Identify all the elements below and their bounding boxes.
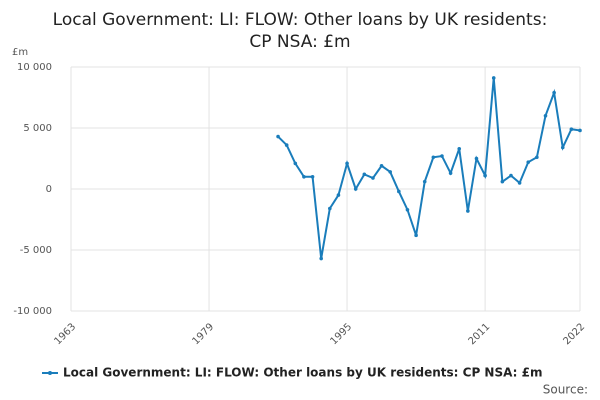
point [353, 187, 358, 191]
x-tick-label: 1963 [52, 321, 78, 347]
point [310, 175, 315, 179]
y-tick-label: -5 000 [20, 245, 52, 256]
point [500, 179, 505, 184]
point [336, 193, 341, 197]
point [517, 181, 522, 185]
source: Source: [543, 383, 588, 397]
point [319, 256, 323, 261]
y-tick-label: 5 000 [23, 123, 52, 134]
point [405, 207, 410, 212]
y-axis-label: £m [12, 47, 28, 58]
line [277, 77, 581, 259]
point [440, 154, 444, 158]
point [526, 160, 531, 164]
point [569, 127, 574, 132]
point [535, 155, 539, 160]
y-tick-label: -10 000 [13, 306, 52, 317]
point [448, 171, 453, 175]
point [293, 161, 298, 166]
y-tick-label: 10 000 [17, 62, 52, 73]
point [552, 90, 556, 95]
x-tick-label: 2022 [561, 321, 587, 347]
point [431, 155, 436, 160]
point [457, 146, 462, 151]
point [414, 233, 418, 238]
y-tick-label: 0 [46, 184, 52, 195]
point [560, 145, 565, 150]
point [397, 189, 401, 194]
point [388, 170, 393, 174]
point [491, 76, 496, 80]
point [371, 176, 375, 180]
x-tick-label: 1995 [329, 321, 355, 347]
point [509, 173, 513, 178]
x-tick-label: 2011 [467, 321, 493, 347]
point [345, 161, 349, 166]
point [379, 164, 384, 168]
chart-title: Local Government: LI: FLOW: Other loans … [53, 10, 548, 52]
point [302, 175, 306, 179]
point [422, 179, 427, 184]
x-tick-label: 1979 [191, 321, 217, 347]
point [284, 143, 289, 147]
point [543, 114, 548, 118]
point [362, 172, 367, 177]
point [466, 209, 470, 213]
point [276, 134, 280, 139]
point [328, 206, 332, 211]
point [474, 156, 479, 161]
point [578, 128, 582, 133]
legend-marker [48, 371, 52, 375]
point [483, 173, 487, 178]
legend-label: Local Government: LI: FLOW: Other loans … [63, 366, 542, 380]
